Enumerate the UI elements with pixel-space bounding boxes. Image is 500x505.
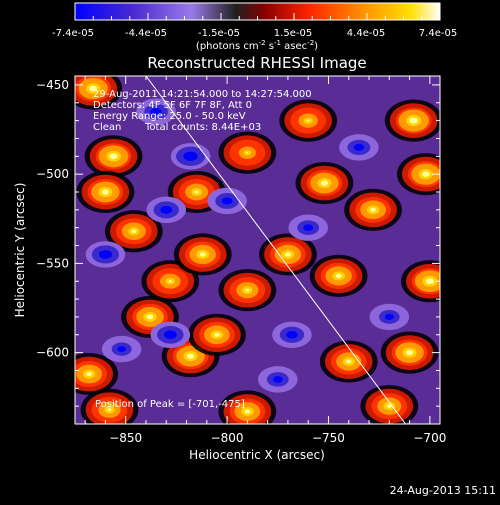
colorbar-tick-label: -1.5e-05 — [198, 28, 240, 39]
chart-title: Reconstructed RHESSI Image — [147, 54, 366, 72]
heatmap-blob — [286, 330, 298, 339]
colorbar-tick-label: -7.4e-05 — [52, 28, 94, 39]
heatmap-blob — [384, 313, 394, 320]
legend-energy-range: Energy Range: 25.0 - 50.0 keV — [93, 111, 246, 122]
heatmap-blob — [146, 314, 154, 320]
heatmap-blob — [194, 190, 199, 194]
heatmap-blob — [160, 205, 173, 214]
legend-total-counts: Total counts: 8.44E+03 — [144, 122, 261, 133]
legend-time-range: 29-Aug-2011 14:21:54.000 to 14:27:54.000 — [93, 89, 312, 100]
heatmap-blob — [346, 359, 352, 364]
heatmap-blob — [409, 117, 418, 124]
heatmap-blob — [272, 376, 283, 383]
heatmap-blob — [107, 408, 112, 412]
heatmap-blob — [101, 189, 110, 195]
colorbar-tick-label: 7.4e-05 — [419, 28, 457, 39]
x-tick-label: −800 — [211, 431, 244, 445]
y-tick-label: −550 — [36, 256, 69, 270]
heatmap-blob — [246, 152, 249, 154]
heatmap-blob — [89, 85, 98, 92]
x-tick-label: −850 — [109, 431, 142, 445]
heatmap-blob — [405, 349, 414, 356]
y-tick-label: −600 — [36, 346, 69, 360]
heatmap-blob — [109, 153, 118, 160]
heatmap-blob — [186, 353, 195, 359]
heatmap-blob — [245, 288, 250, 292]
heatmap-blob — [244, 409, 251, 414]
solar-limb-line — [145, 76, 406, 424]
colorbar-tick-label: 4.4e-05 — [347, 28, 385, 39]
heatmap-blob — [131, 229, 137, 233]
legend-method: Clean — [93, 122, 121, 133]
y-tick-label: −500 — [36, 167, 69, 181]
plot-frame — [74, 75, 441, 425]
x-axis-label: Heliocentric X (arcsec) — [189, 448, 325, 462]
y-axis-ticks: −450 −500 −550 −600 — [36, 78, 440, 425]
heatmap-blob — [303, 224, 314, 231]
heatmap-blob — [150, 108, 162, 116]
heatmap-blob — [353, 143, 365, 151]
x-tick-label: −750 — [312, 431, 345, 445]
y-tick-label: −450 — [36, 78, 69, 92]
peak-position-label: Position of Peak = [-701,-475] — [95, 399, 245, 410]
legend-detectors: Detectors: 4F 5F 6F 7F 8F, Att 0 — [93, 100, 252, 111]
heatmap-blob — [117, 346, 127, 352]
colorbar-tick-label: 1.5e-05 — [274, 28, 312, 39]
x-tick-label: −700 — [413, 431, 446, 445]
colorbar-tick-labels: -7.4e-05 -4.4e-05 -1.5e-05 1.5e-05 4.4e-… — [52, 28, 457, 39]
heatmap-blob — [163, 330, 177, 340]
heatmap-blob — [86, 371, 92, 377]
heatmap-blob — [284, 252, 291, 257]
colorbar-ticks — [74, 13, 441, 20]
footer-date: 24-Aug-2013 15:11 — [389, 484, 496, 497]
y-axis-label: Heliocentric Y (arcsec) — [13, 183, 27, 318]
heatmap-blob — [168, 280, 172, 283]
heatmap-blob — [221, 197, 233, 205]
heatmap-blob — [183, 151, 198, 162]
heatmap-blob — [425, 278, 434, 285]
heatmap-blob — [335, 273, 342, 279]
heatmap-blob — [214, 332, 220, 337]
x-axis-ticks: −850 −800 −750 −700 — [84, 76, 446, 445]
heatmap-blob — [422, 171, 430, 177]
heatmap-blob — [306, 119, 310, 122]
heatmap-blob — [320, 180, 329, 186]
colorbar-tick-label: -4.4e-05 — [125, 28, 167, 39]
image-blobs — [75, 76, 440, 424]
heatmap-blob — [199, 252, 206, 257]
heatmap-blob — [98, 250, 112, 259]
heatmap-blob — [370, 207, 376, 212]
colorbar-unit-label: (photons cm-2 s-1 asec-2) — [196, 39, 318, 52]
heatmap-blob — [386, 404, 392, 408]
